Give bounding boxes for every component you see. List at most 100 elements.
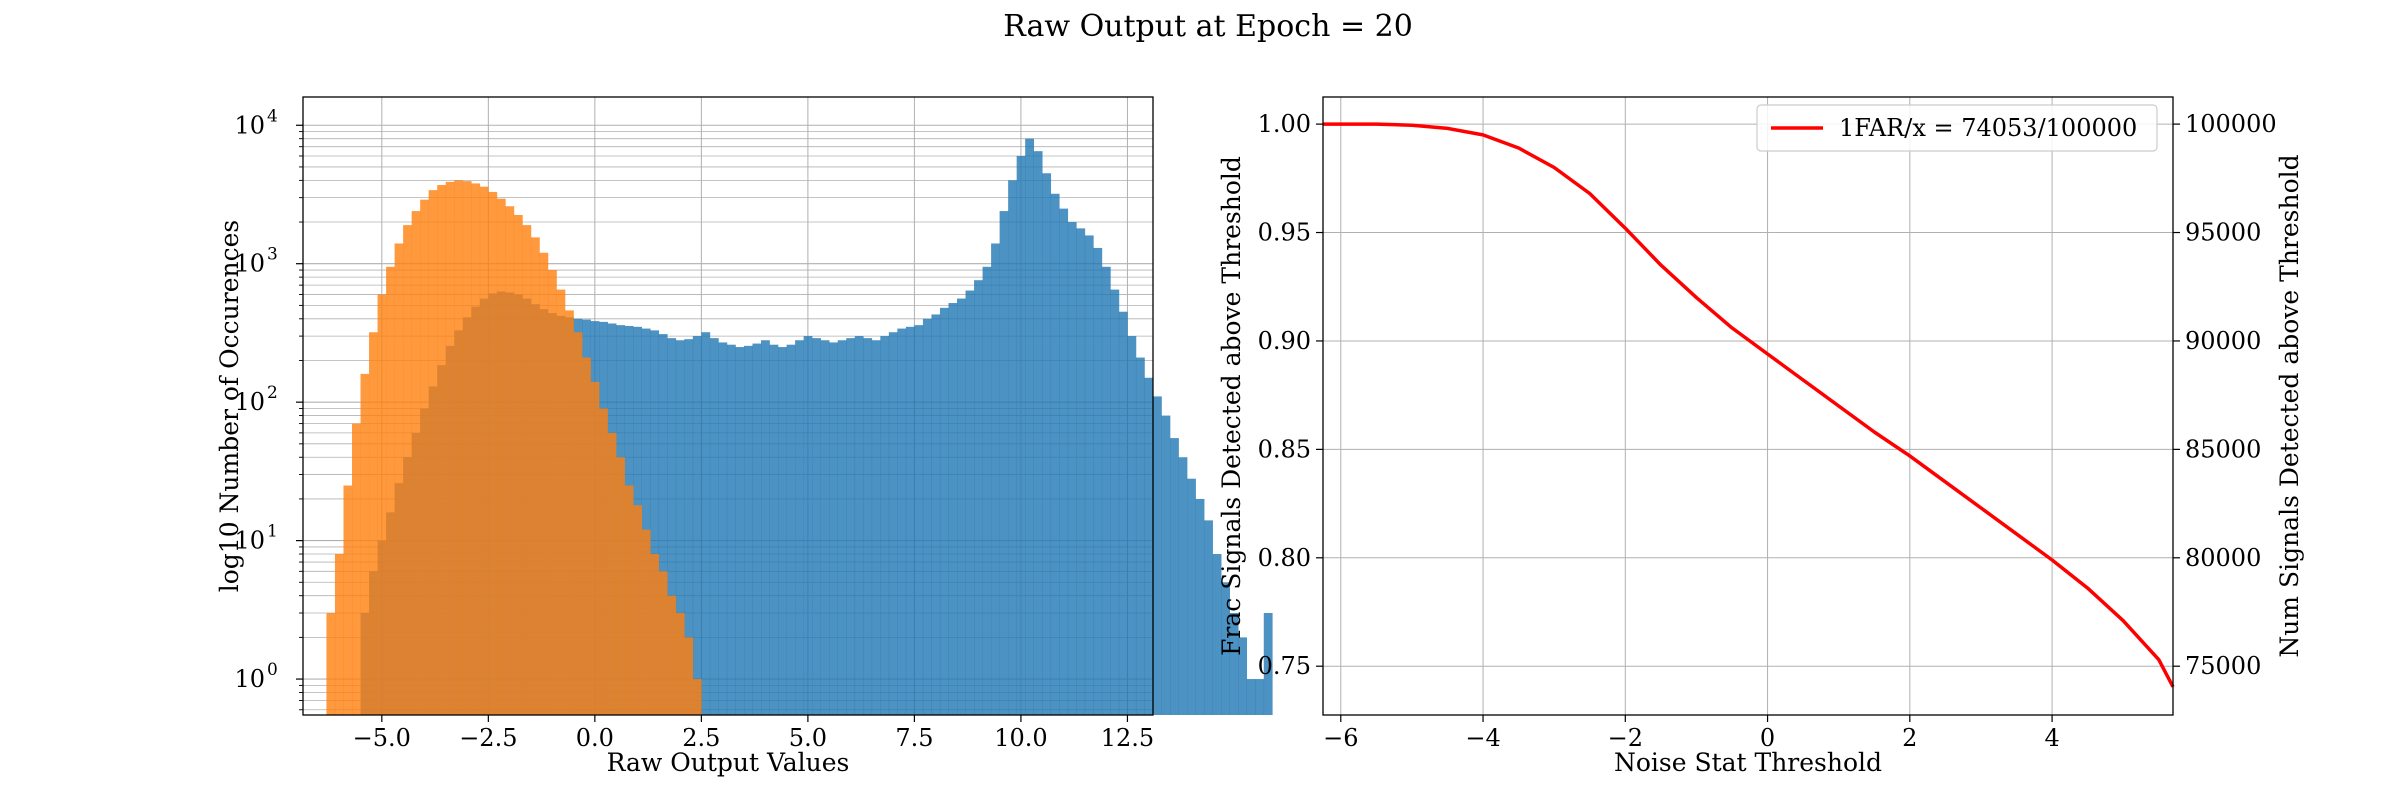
legend-label: 1FAR/x = 74053/100000 [1839,114,2137,142]
histogram-x-tick-label: 5.0 [789,724,827,752]
histogram-bar-blue [778,347,787,715]
histogram-bar-blue [922,318,932,715]
histogram-bar-orange [513,214,523,715]
line-axes-frame [1322,96,2174,716]
histogram-bar-blue [1101,266,1111,715]
histogram-bar-blue [1229,612,1239,715]
histogram-bar-blue [718,342,728,715]
histogram-x-tick-label: 2.5 [682,724,720,752]
histogram-bar-orange [369,332,378,715]
histogram-x-tick-label: 0.0 [576,724,614,752]
histogram-bar-blue [1118,311,1128,715]
histogram-bar-orange [547,270,557,715]
histogram-bar-blue [1246,679,1256,715]
histogram-bar-orange [658,571,668,715]
line-y-ticks-left: 0.75 0.80 0.85 0.90 0.95 1.00 [1258,110,1323,680]
histogram-bar-blue [1238,637,1248,715]
line-y-ticks-right: 75000 80000 85000 90000 95000 100000 [2173,110,2277,680]
histogram-bar-blue [1093,247,1103,715]
histogram-bar-orange [599,408,608,715]
histogram-bar-blue [974,280,983,715]
histogram-bar-blue [1016,155,1026,716]
histogram-bar-blue [863,338,873,715]
line-y-tick-label: 0.85 [1258,435,1311,463]
histogram-bar-blue [897,328,907,715]
histogram-bar-blue [1084,235,1094,715]
histogram-y-tick-label: 10 [234,388,265,416]
histogram-bar-blue [1170,438,1179,715]
histogram-bar-blue [880,336,890,715]
histogram-bar-orange [539,252,549,715]
line-y-tick-label: 0.95 [1258,219,1311,247]
histogram-bar-blue [709,338,719,715]
histogram-bar-blue [1127,336,1137,715]
histogram-bar-orange [420,199,429,716]
line-y-right-tick-label: 100000 [2185,110,2277,138]
line-y-right-tick-label: 80000 [2185,544,2261,572]
figure-title: Raw Output at Epoch = 20 [1003,9,1413,44]
line-x-tick-label: −4 [1465,724,1500,752]
line-y-right-tick-label: 85000 [2185,435,2261,463]
histogram-bar-blue [948,303,958,715]
histogram-bar-blue [641,328,651,715]
histogram-bar-orange [360,373,370,715]
histogram-bar-blue [1033,151,1043,715]
histogram-bar-blue [1204,520,1213,715]
histogram-x-tick-label: −2.5 [459,724,517,752]
histogram-x-tick-label: 7.5 [895,724,933,752]
histogram-bar-orange [633,505,643,715]
histogram-bar-blue [1221,582,1230,715]
histogram-bar-orange [616,457,625,715]
histogram-bar-blue [769,344,779,715]
histogram-bar-blue [871,340,881,715]
histogram-bar-blue [1135,357,1145,715]
histogram-bar-orange [522,225,532,715]
histogram-bar-blue [786,344,796,715]
histogram-y-tick-exponent: 4 [267,106,278,126]
histogram-bar-blue [982,266,992,715]
histogram-bar-blue [1059,208,1069,715]
histogram-bar-orange [590,381,600,715]
line-y-tick-label: 0.90 [1258,327,1311,355]
histogram-bar-blue [957,298,966,715]
histogram-bar-blue [965,290,975,715]
histogram-bar-blue [1212,554,1222,715]
histogram-bar-blue [1042,173,1052,716]
efficiency-line-chart: −6 −4 −2 0 2 4 0.75 0.80 0.85 0.90 0.95 1.00 75000… [1217,96,2304,777]
line-x-tick-label: −6 [1323,724,1358,752]
histogram-bar-orange [377,294,387,715]
histogram-bar-orange [462,181,472,715]
histogram-bar-orange [326,612,336,715]
histogram-bar-blue [1110,289,1120,715]
legend: 1FAR/x = 74053/100000 [1756,104,2158,152]
line-y-tick-label: 1.00 [1258,110,1311,138]
histogram-bar-blue [939,307,949,715]
histogram-bar-orange [479,186,489,716]
histogram-bar-orange [692,679,702,715]
efficiency-curve-line [1323,122,2175,688]
histogram-bar-blue [701,332,711,715]
histogram-bar-orange [454,180,464,715]
histogram-bar-blue [692,336,702,715]
line-y-tick-label: 0.75 [1258,652,1311,680]
histogram-bar-orange [565,310,574,715]
legend-box [1756,104,2158,152]
histogram-y-tick-label: 10 [234,527,265,555]
line-y-axis-label-right: Num Signals Detected above Threshold [2275,154,2304,657]
histogram-bar-blue [667,338,677,715]
histogram-bar-orange [556,289,566,715]
histogram-bar-orange [445,181,455,715]
histogram-bar-blue [991,243,1000,715]
line-y-right-tick-label: 95000 [2185,219,2261,247]
histogram-bar-blue [854,336,864,715]
histogram-bar-blue [752,343,762,715]
histogram-bar-blue [1144,377,1154,715]
histogram-bars [326,138,1273,716]
histogram-bar-blue [1195,498,1205,715]
histogram-bar-blue [999,211,1009,715]
histogram-bar-orange [437,185,447,715]
histogram-bar-blue [1263,612,1273,715]
histogram-x-tick-label: 10.0 [994,724,1047,752]
